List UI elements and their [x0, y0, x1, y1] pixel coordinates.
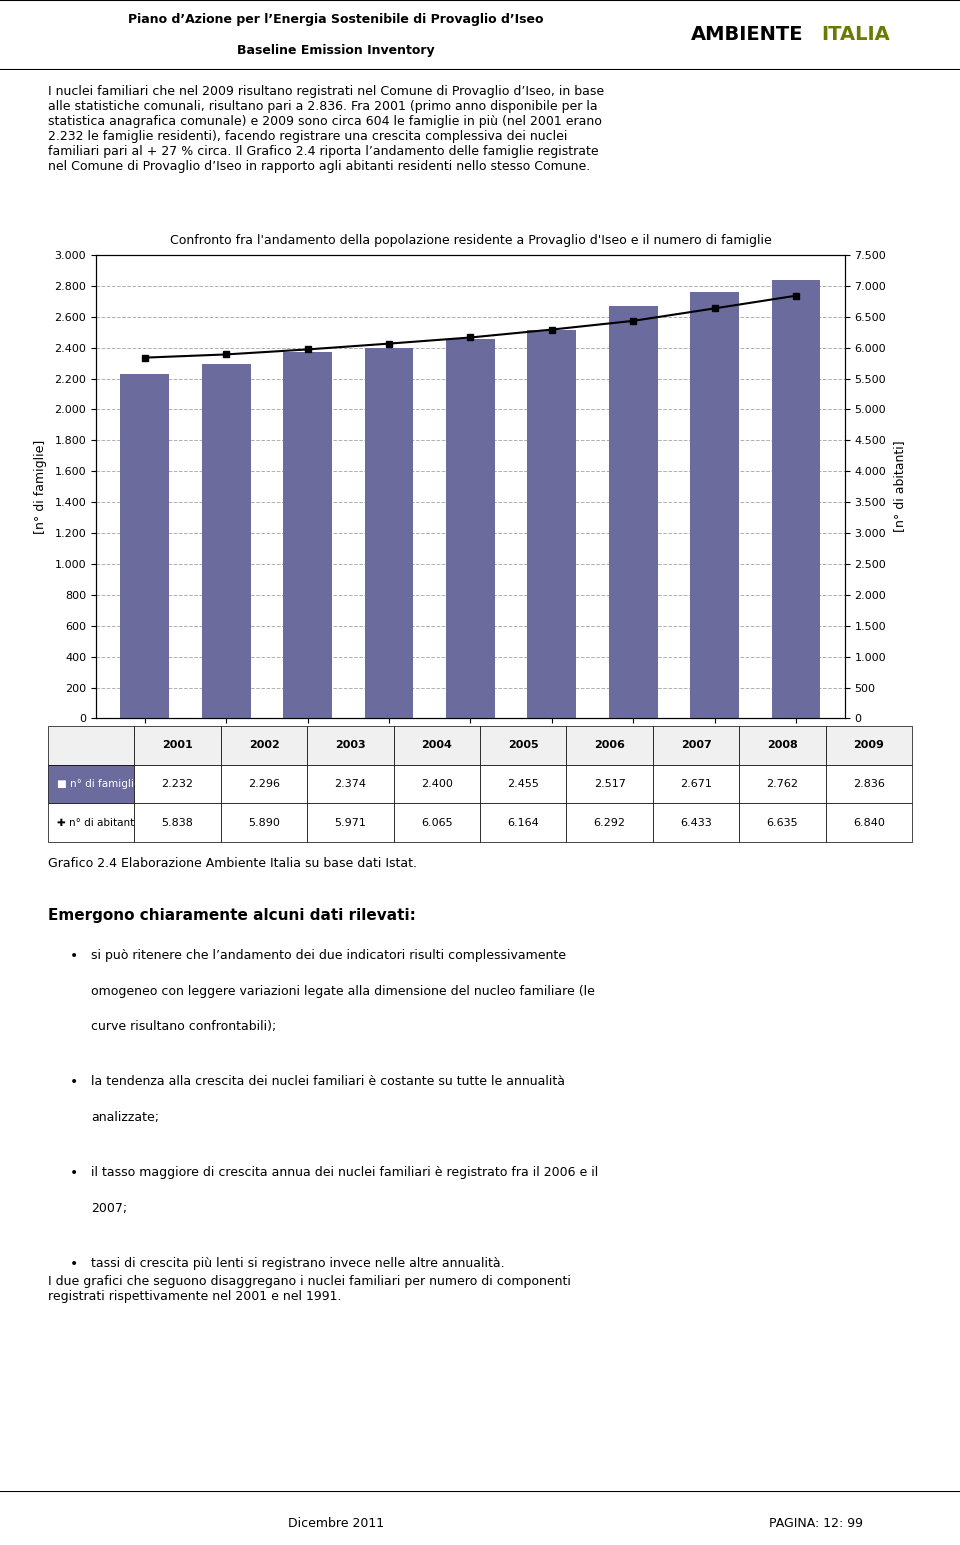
Bar [120, 374, 169, 718]
Text: Piano d’Azione per l’Energia Sostenibile di Provaglio d’Iseo: Piano d’Azione per l’Energia Sostenibile… [129, 12, 543, 26]
Text: il tasso maggiore di crescita annua dei nuclei familiari è registrato fra il 200: il tasso maggiore di crescita annua dei … [91, 1166, 598, 1179]
Text: •: • [70, 1258, 78, 1272]
Text: PAGINA: 12: 99: PAGINA: 12: 99 [769, 1517, 863, 1530]
Text: omogeneo con leggere variazioni legate alla dimensione del nucleo familiare (le: omogeneo con leggere variazioni legate a… [91, 984, 595, 998]
Bar [446, 340, 494, 718]
Text: AMBIENTE: AMBIENTE [691, 25, 804, 45]
Text: curve risultano confrontabili);: curve risultano confrontabili); [91, 1020, 276, 1034]
Bar [283, 352, 332, 718]
Text: •: • [70, 1075, 78, 1089]
Y-axis label: [n° di famiglie]: [n° di famiglie] [35, 439, 47, 535]
Text: I due grafici che seguono disaggregano i nuclei familiari per numero di componen: I due grafici che seguono disaggregano i… [48, 1275, 571, 1302]
Text: Dicembre 2011: Dicembre 2011 [288, 1517, 384, 1530]
Text: Baseline Emission Inventory: Baseline Emission Inventory [237, 43, 435, 57]
Bar [609, 306, 658, 718]
Text: tassi di crescita più lenti si registrano invece nelle altre annualità.: tassi di crescita più lenti si registran… [91, 1258, 505, 1270]
Text: analizzate;: analizzate; [91, 1111, 159, 1125]
Bar [527, 329, 576, 718]
Text: si può ritenere che l’andamento dei due indicatori risulti complessivamente: si può ritenere che l’andamento dei due … [91, 949, 566, 963]
Text: •: • [70, 949, 78, 963]
Y-axis label: [n° di abitanti]: [n° di abitanti] [893, 440, 906, 533]
Title: Confronto fra l'andamento della popolazione residente a Provaglio d'Iseo e il nu: Confronto fra l'andamento della popolazi… [170, 233, 771, 247]
Bar [772, 280, 821, 718]
Text: Grafico 2.4 Elaborazione Ambiente Italia su base dati Istat.: Grafico 2.4 Elaborazione Ambiente Italia… [48, 857, 417, 870]
Text: Emergono chiaramente alcuni dati rilevati:: Emergono chiaramente alcuni dati rilevat… [48, 908, 416, 922]
Text: 2007;: 2007; [91, 1202, 128, 1214]
Text: •: • [70, 1166, 78, 1180]
Text: la tendenza alla crescita dei nuclei familiari è costante su tutte le annualità: la tendenza alla crescita dei nuclei fam… [91, 1075, 565, 1089]
Text: I nuclei familiari che nel 2009 risultano registrati nel Comune di Provaglio d’I: I nuclei familiari che nel 2009 risultan… [48, 85, 604, 173]
Bar [365, 348, 414, 718]
Bar [202, 363, 251, 718]
Text: ITALIA: ITALIA [821, 25, 890, 45]
Bar [690, 292, 739, 718]
